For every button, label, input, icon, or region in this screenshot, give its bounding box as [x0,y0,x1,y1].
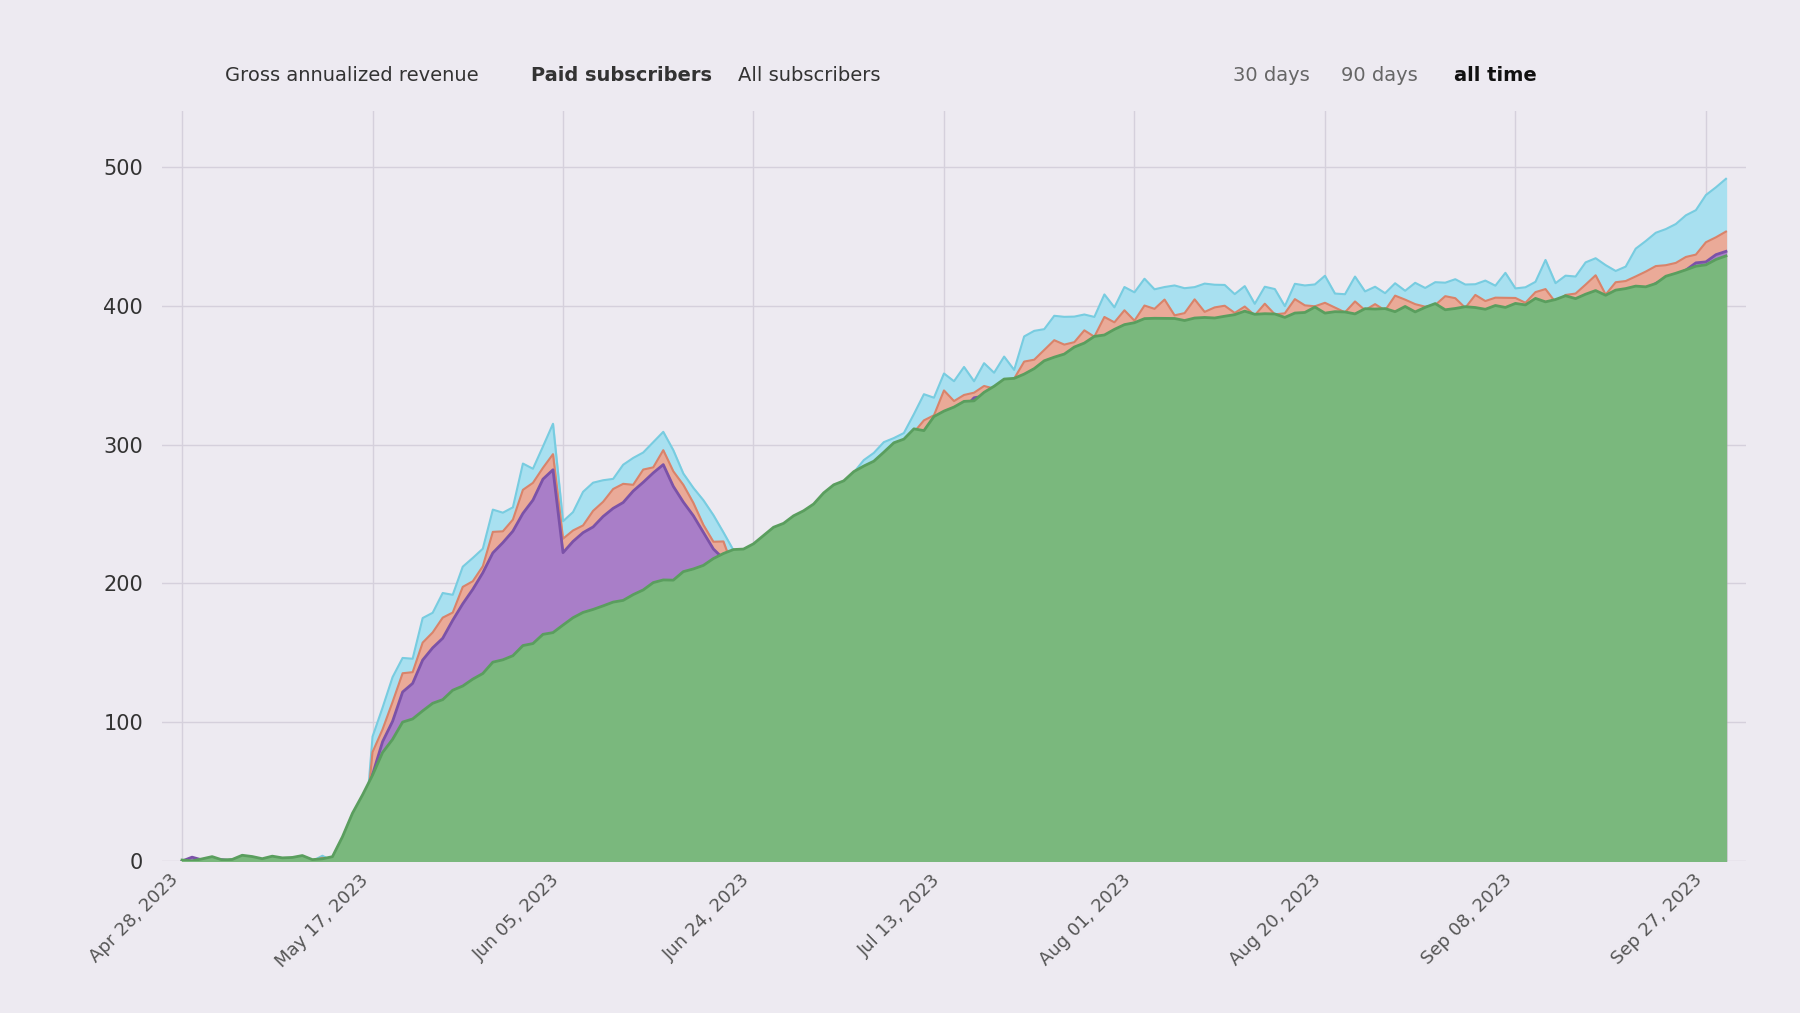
Text: 30 days: 30 days [1233,67,1310,85]
Text: 90 days: 90 days [1341,67,1418,85]
Text: All subscribers: All subscribers [738,67,880,85]
Text: Paid subscribers: Paid subscribers [531,67,713,85]
Text: Gross annualized revenue: Gross annualized revenue [225,67,479,85]
Text: all time: all time [1454,67,1537,85]
